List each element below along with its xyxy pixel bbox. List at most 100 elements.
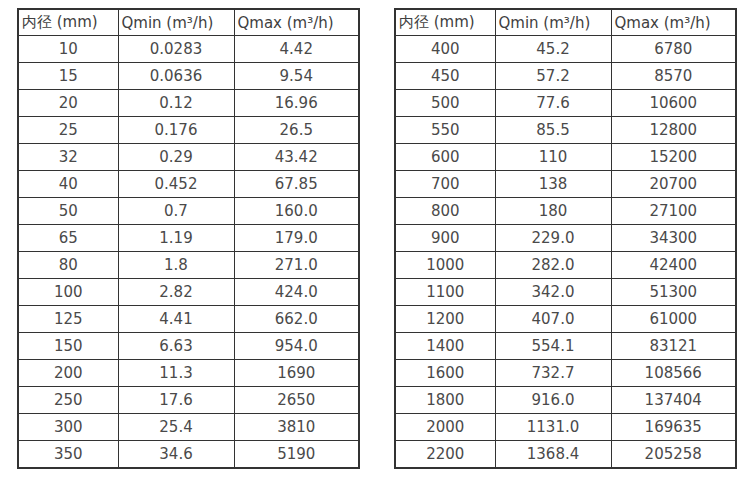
qmin-cell: 77.6 (495, 90, 611, 117)
qmin-cell: 407.0 (495, 306, 611, 333)
qmin-cell: 0.0283 (118, 36, 234, 63)
table-row: 1000282.042400 (395, 252, 736, 279)
diameter-cell: 400 (395, 36, 495, 63)
diameter-cell: 1000 (395, 252, 495, 279)
diameter-cell: 2200 (395, 441, 495, 469)
diameter-cell: 1100 (395, 279, 495, 306)
table-row: 200.1216.96 (18, 90, 359, 117)
spec-table-small-diameters: 内径 (mm) Qmin (m³/h) Qmax (m³/h) 100.0283… (17, 8, 360, 469)
col-header-diameter: 内径 (mm) (18, 9, 118, 36)
qmin-cell: 1368.4 (495, 441, 611, 469)
qmax-cell: 34300 (611, 225, 736, 252)
qmin-cell: 0.12 (118, 90, 234, 117)
qmax-cell: 3810 (234, 414, 359, 441)
qmax-cell: 160.0 (234, 198, 359, 225)
diameter-cell: 65 (18, 225, 118, 252)
table-row: 25017.62650 (18, 387, 359, 414)
qmax-cell: 205258 (611, 441, 736, 469)
diameter-cell: 500 (395, 90, 495, 117)
qmin-cell: 2.82 (118, 279, 234, 306)
qmax-cell: 67.85 (234, 171, 359, 198)
qmin-cell: 11.3 (118, 360, 234, 387)
spec-table-small-body: 100.02834.42150.06369.54200.1216.96250.1… (18, 36, 359, 469)
table-row: 50077.610600 (395, 90, 736, 117)
table-row: 22001368.4205258 (395, 441, 736, 469)
diameter-cell: 25 (18, 117, 118, 144)
qmin-cell: 282.0 (495, 252, 611, 279)
diameter-cell: 350 (18, 441, 118, 469)
diameter-cell: 100 (18, 279, 118, 306)
qmax-cell: 12800 (611, 117, 736, 144)
qmin-cell: 138 (495, 171, 611, 198)
diameter-cell: 10 (18, 36, 118, 63)
qmax-cell: 4.42 (234, 36, 359, 63)
qmax-cell: 16.96 (234, 90, 359, 117)
col-header-qmax: Qmax (m³/h) (234, 9, 359, 36)
qmax-cell: 61000 (611, 306, 736, 333)
qmax-cell: 271.0 (234, 252, 359, 279)
table-header: 内径 (mm) Qmin (m³/h) Qmax (m³/h) (18, 9, 359, 36)
qmin-cell: 45.2 (495, 36, 611, 63)
diameter-cell: 700 (395, 171, 495, 198)
qmin-cell: 1.19 (118, 225, 234, 252)
table-row: 801.8271.0 (18, 252, 359, 279)
header-row: 内径 (mm) Qmin (m³/h) Qmax (m³/h) (395, 9, 736, 36)
qmax-cell: 83121 (611, 333, 736, 360)
table-row: 320.2943.42 (18, 144, 359, 171)
qmax-cell: 15200 (611, 144, 736, 171)
qmax-cell: 179.0 (234, 225, 359, 252)
qmax-cell: 27100 (611, 198, 736, 225)
qmin-cell: 1.8 (118, 252, 234, 279)
qmin-cell: 916.0 (495, 387, 611, 414)
qmin-cell: 732.7 (495, 360, 611, 387)
diameter-cell: 150 (18, 333, 118, 360)
diameter-cell: 2000 (395, 414, 495, 441)
table-row: 100.02834.42 (18, 36, 359, 63)
table-row: 900229.034300 (395, 225, 736, 252)
table-row: 1254.41662.0 (18, 306, 359, 333)
qmin-cell: 0.0636 (118, 63, 234, 90)
table-header: 内径 (mm) Qmin (m³/h) Qmax (m³/h) (395, 9, 736, 36)
col-header-qmax: Qmax (m³/h) (611, 9, 736, 36)
qmin-cell: 85.5 (495, 117, 611, 144)
table-row: 45057.28570 (395, 63, 736, 90)
qmin-cell: 110 (495, 144, 611, 171)
qmin-cell: 57.2 (495, 63, 611, 90)
col-header-diameter: 内径 (mm) (395, 9, 495, 36)
table-row: 500.7160.0 (18, 198, 359, 225)
table-row: 651.19179.0 (18, 225, 359, 252)
qmax-cell: 1690 (234, 360, 359, 387)
diameter-cell: 80 (18, 252, 118, 279)
qmax-cell: 5190 (234, 441, 359, 469)
qmax-cell: 2650 (234, 387, 359, 414)
qmax-cell: 108566 (611, 360, 736, 387)
diameter-cell: 32 (18, 144, 118, 171)
qmax-cell: 6780 (611, 36, 736, 63)
table-row: 40045.26780 (395, 36, 736, 63)
diameter-cell: 40 (18, 171, 118, 198)
diameter-cell: 450 (395, 63, 495, 90)
table-row: 60011015200 (395, 144, 736, 171)
qmin-cell: 25.4 (118, 414, 234, 441)
table-row: 400.45267.85 (18, 171, 359, 198)
diameter-cell: 200 (18, 360, 118, 387)
col-header-qmin: Qmin (m³/h) (118, 9, 234, 36)
qmax-cell: 954.0 (234, 333, 359, 360)
table-row: 250.17626.5 (18, 117, 359, 144)
qmin-cell: 0.452 (118, 171, 234, 198)
qmin-cell: 6.63 (118, 333, 234, 360)
table-row: 1200407.061000 (395, 306, 736, 333)
table-row: 1400554.183121 (395, 333, 736, 360)
qmax-cell: 51300 (611, 279, 736, 306)
qmin-cell: 0.7 (118, 198, 234, 225)
table-row: 1600732.7108566 (395, 360, 736, 387)
qmin-cell: 34.6 (118, 441, 234, 469)
qmin-cell: 180 (495, 198, 611, 225)
qmax-cell: 8570 (611, 63, 736, 90)
diameter-cell: 250 (18, 387, 118, 414)
diameter-cell: 300 (18, 414, 118, 441)
qmax-cell: 9.54 (234, 63, 359, 90)
diameter-cell: 1600 (395, 360, 495, 387)
table-row: 20001131.0169635 (395, 414, 736, 441)
table-row: 20011.31690 (18, 360, 359, 387)
